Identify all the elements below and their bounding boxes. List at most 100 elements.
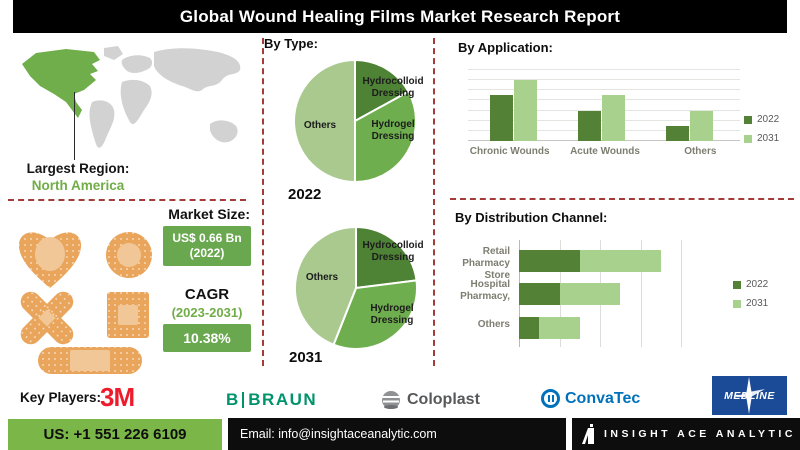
bar-2022-others	[666, 125, 689, 141]
category-label: Chronic Wounds	[469, 146, 550, 157]
cagr-label: CAGR	[184, 286, 230, 303]
map-pointer-line	[74, 92, 75, 160]
segment-2031-retail-pharmacy-store	[579, 250, 661, 272]
logo-bbraun-name: BRAUN	[248, 390, 318, 409]
gridline	[681, 240, 682, 347]
footer-email: Email: info@insightaceanalytic.com	[240, 427, 437, 441]
cagr-value-box: 10.38%	[163, 324, 251, 352]
footer-phone-box: US: +1 551 226 6109	[8, 419, 222, 450]
map-north-america	[22, 49, 100, 118]
legend-item-2022: 2022	[733, 279, 768, 290]
pie-2022-label-hydrogel: Hydrogel Dressing	[371, 119, 415, 142]
largest-region-value: North America	[31, 178, 125, 193]
divider-left-horizontal	[8, 199, 246, 201]
category-label: Others	[477, 319, 510, 330]
logo-bbraun-b: B	[226, 390, 239, 409]
legend-label: 2031	[757, 133, 780, 144]
coloplast-globe-icon	[382, 391, 400, 409]
footer-phone: US: +1 551 226 6109	[43, 426, 187, 443]
pie-slice-hydrocolloid-dressing	[354, 59, 410, 122]
category-label: Others	[684, 146, 717, 157]
category-label: Hospital Pharmacy,	[460, 279, 510, 302]
pie-2031-label-others: Others	[305, 272, 339, 283]
pie-slice-others	[294, 226, 357, 346]
pie-2031-label-hydrocolloid: Hydrocolloid Dressing	[362, 240, 424, 263]
bar-2022-acute-wounds	[578, 110, 601, 141]
pie-slice-hydrocolloid-dressing	[355, 226, 418, 289]
logo-convatec: ConvaTec	[541, 389, 640, 408]
map-south-america	[89, 100, 115, 148]
pie-slice-others	[293, 59, 356, 183]
pie-slice-hydrogel-dressing	[354, 90, 417, 183]
legend-item-2031: 2031	[733, 298, 768, 309]
divider-right-horizontal	[450, 198, 794, 200]
distribution-chart-plot	[519, 240, 682, 347]
bar-2031-chronic-wounds	[514, 80, 537, 141]
bar-group-others	[666, 70, 714, 141]
legend-item-2022: 2022	[744, 114, 779, 125]
segment-2022-retail-pharmacy-store	[519, 250, 580, 272]
cagr-period: (2023-2031)	[171, 305, 243, 320]
market-size-value-box: US$ 0.66 Bn (2022)	[163, 226, 251, 266]
divider-vertical-2	[433, 38, 435, 366]
bar-group-chronic-wounds	[490, 70, 538, 141]
gridline	[468, 89, 740, 91]
gridline	[640, 240, 642, 347]
segment-2031-hospital-pharmacy-	[559, 283, 621, 305]
pie-2031-label-hydrogel: Hydrogel Dressing	[370, 303, 414, 326]
footer-brand-box: INSIGHT ACE ANALYTIC	[572, 418, 800, 450]
insight-ace-logo-icon	[582, 424, 594, 444]
category-label: Retail Pharmacy Store	[462, 246, 510, 281]
map-asia	[154, 48, 241, 92]
pie-2022-label-others: Others	[303, 120, 337, 131]
report-title: Global Wound Healing Films Market Resear…	[179, 6, 621, 26]
market-size-value: US$ 0.66 Bn	[172, 231, 242, 245]
largest-region-label: Largest Region:	[26, 161, 130, 176]
logo-coloplast-name: Coloplast	[407, 391, 480, 408]
market-size-label: Market Size:	[168, 206, 250, 222]
bar-2031-acute-wounds	[602, 95, 625, 141]
logo-bbraun-divider	[242, 392, 245, 408]
segment-2022-hospital-pharmacy-	[519, 283, 560, 305]
gridline	[468, 69, 740, 70]
map-australia	[210, 120, 238, 143]
application-chart-plot	[468, 69, 740, 141]
footer-email-box: Email: info@insightaceanalytic.com	[228, 418, 566, 450]
legend-label: 2031	[746, 298, 769, 309]
segment-2022-others	[519, 317, 540, 339]
pie-slice-hydrogel-dressing	[332, 279, 418, 350]
divider-vertical-1	[262, 38, 264, 366]
pie-2031-year: 2031	[289, 349, 323, 366]
logo-medline: MEDLINE	[712, 376, 787, 415]
legend-label: 2022	[757, 114, 780, 125]
bar-2031-others	[690, 110, 713, 141]
category-label: Acute Wounds	[570, 146, 640, 157]
key-players-label: Key Players:	[20, 390, 102, 405]
medline-star-icon	[734, 377, 765, 414]
legend-swatch	[744, 115, 752, 124]
by-distribution-header: By Distribution Channel:	[455, 210, 608, 225]
logo-bbraun: B BRAUN	[226, 390, 317, 410]
bandages-illustration	[18, 232, 152, 374]
market-size-year: (2022)	[189, 246, 225, 260]
map-greenland	[104, 46, 123, 60]
legend-swatch	[744, 134, 752, 143]
by-application-header: By Application:	[458, 40, 553, 55]
pie-chart-2022	[293, 59, 417, 183]
world-map	[22, 46, 241, 148]
pie-2022-label-hydrocolloid: Hydrocolloid Dressing	[362, 76, 424, 99]
logo-convatec-name: ConvaTec	[565, 389, 641, 407]
legend-swatch	[733, 299, 741, 308]
legend-item-2031: 2031	[744, 133, 779, 144]
application-legend: 2022 2031	[744, 114, 779, 152]
pie-chart-2031	[294, 226, 418, 350]
legend-label: 2022	[746, 279, 769, 290]
bar-2022-chronic-wounds	[490, 95, 513, 141]
segment-2031-others	[539, 317, 580, 339]
bar-group-acute-wounds	[578, 70, 626, 141]
footer-brand-name: INSIGHT ACE ANALYTIC	[604, 428, 796, 440]
map-europe	[121, 55, 153, 73]
cagr-value: 10.38%	[183, 330, 231, 346]
logo-coloplast: Coloplast	[381, 390, 480, 410]
